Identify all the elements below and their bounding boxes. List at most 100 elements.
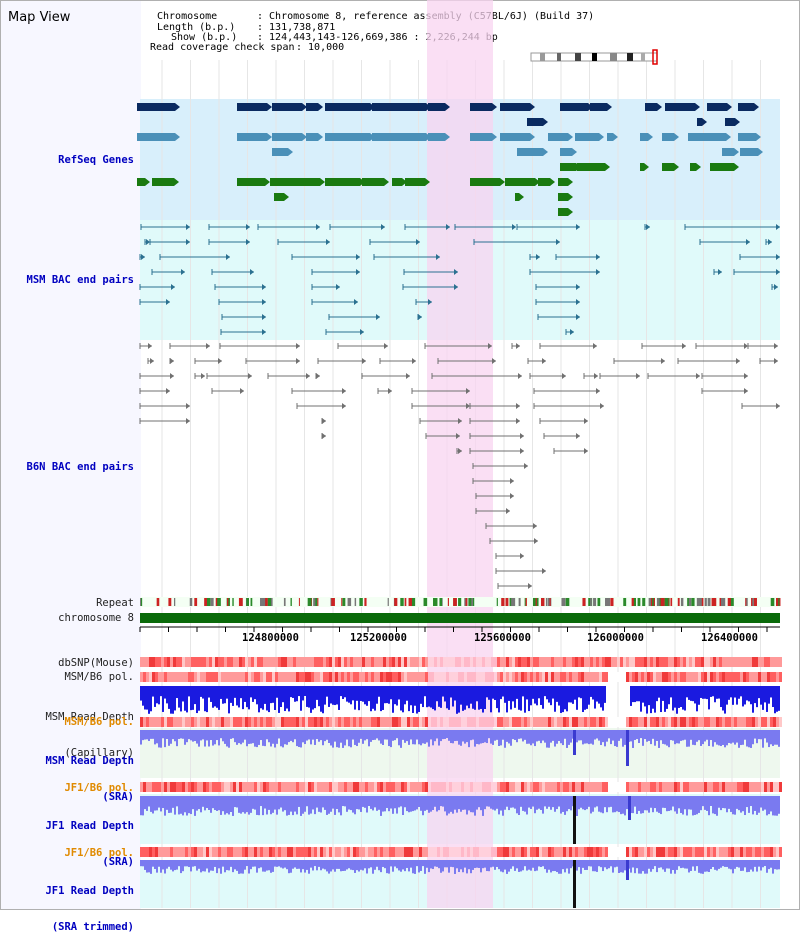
read-depth-bar <box>770 796 772 812</box>
read-depth-bar <box>430 796 432 812</box>
polymorphism-density-cell <box>704 657 707 667</box>
read-depth-bar <box>468 860 470 870</box>
polymorphism-density-cell <box>659 657 662 667</box>
read-depth-bar <box>648 860 650 869</box>
polymorphism-density-cell <box>746 847 749 857</box>
polymorphism-density-cell <box>365 847 368 857</box>
read-depth-bar <box>508 796 510 811</box>
repeat-element <box>653 598 655 606</box>
polymorphism-density-cell <box>566 847 569 857</box>
msm-bac-pair-arrow <box>356 254 360 260</box>
gene-feature <box>362 178 384 186</box>
read-depth-bar <box>510 730 512 746</box>
read-depth-bar <box>314 860 316 867</box>
polymorphism-density-cell <box>209 672 212 682</box>
polymorphism-density-cell <box>221 657 224 667</box>
read-depth-bar <box>610 860 612 867</box>
repeat-element <box>729 598 731 606</box>
polymorphism-density-cell <box>314 847 317 857</box>
read-depth-bar <box>460 730 462 746</box>
read-depth-bar <box>372 796 374 811</box>
polymorphism-density-cell <box>536 657 539 667</box>
read-depth-bar <box>152 860 154 867</box>
polymorphism-density-cell <box>731 657 734 667</box>
polymorphism-density-cell <box>389 657 392 667</box>
polymorphism-density-cell <box>338 672 341 682</box>
read-depth-bar <box>258 796 260 816</box>
polymorphism-density-cell <box>500 672 503 682</box>
gene-arrow <box>302 133 307 141</box>
gene-feature <box>560 163 576 171</box>
read-depth-bar <box>146 686 148 710</box>
polymorphism-density-cell <box>446 672 449 682</box>
read-depth-bar <box>278 796 280 810</box>
read-depth-bar <box>322 730 324 746</box>
read-depth-bar <box>552 796 554 808</box>
read-depth-bar <box>364 730 366 741</box>
repeat-element <box>471 598 474 606</box>
polymorphism-density-cell <box>728 782 731 792</box>
read-depth-bar <box>642 730 644 746</box>
polymorphism-density-cell <box>629 717 632 727</box>
polymorphism-density-cell <box>170 657 173 667</box>
b6n-bac-pair-arrow <box>170 358 174 364</box>
read-depth-bar <box>650 686 652 714</box>
read-depth-bar <box>198 686 200 711</box>
polymorphism-density-cell <box>158 717 161 727</box>
read-depth-bar <box>346 796 348 812</box>
read-depth-bar <box>254 686 256 700</box>
read-depth-bar <box>142 686 144 706</box>
read-depth-bar <box>652 730 654 739</box>
polymorphism-density-cell <box>533 847 536 857</box>
polymorphism-density-cell <box>551 672 554 682</box>
read-depth-bar <box>436 796 438 812</box>
read-depth-bar <box>494 730 496 741</box>
read-depth-bar <box>432 796 434 811</box>
read-depth-bar <box>770 686 772 698</box>
read-depth-bar <box>262 730 264 746</box>
read-depth-bar <box>502 686 504 697</box>
genome-tracks-canvas[interactable] <box>0 0 800 910</box>
polymorphism-density-cell <box>752 847 755 857</box>
polymorphism-density-cell <box>521 782 524 792</box>
read-depth-bar <box>270 686 272 704</box>
read-depth-bar <box>180 730 182 739</box>
read-depth-bar <box>210 730 212 741</box>
read-depth-bar <box>734 686 736 698</box>
b6n-bac-pair-arrow <box>248 373 252 379</box>
read-depth-bar <box>446 860 448 868</box>
read-depth-bar <box>488 860 490 872</box>
read-depth-bar <box>398 860 400 871</box>
polymorphism-density-cell <box>488 847 491 857</box>
polymorphism-density-cell <box>398 782 401 792</box>
b6n-bac-pair-arrow <box>744 343 748 349</box>
msm-bac-pair-arrow <box>454 284 458 290</box>
read-depth-bar <box>738 796 740 811</box>
b6n-bac-pair-arrow <box>542 358 546 364</box>
read-depth-bar <box>528 730 530 744</box>
polymorphism-density-cell <box>779 782 782 792</box>
polymorphism-density-cell <box>476 782 479 792</box>
polymorphism-density-cell <box>548 672 551 682</box>
polymorphism-density-cell <box>683 672 686 682</box>
read-depth-bar <box>768 686 770 704</box>
polymorphism-density-cell <box>512 657 515 667</box>
read-depth-bar <box>546 686 548 700</box>
read-depth-bar <box>510 796 512 808</box>
polymorphism-density-cell <box>149 672 152 682</box>
read-depth-bar <box>744 796 746 816</box>
gene-feature <box>560 103 588 111</box>
read-depth-bar <box>442 730 444 740</box>
read-depth-bar <box>700 796 702 811</box>
read-depth-bar <box>496 730 498 740</box>
read-depth-bar <box>688 796 690 810</box>
repeat-element <box>267 598 272 606</box>
read-depth-bar <box>170 796 172 813</box>
polymorphism-density-cell <box>410 782 413 792</box>
polymorphism-density-cell <box>212 782 215 792</box>
read-depth-bar <box>164 860 166 874</box>
read-depth-bar <box>588 686 590 705</box>
polymorphism-density-cell <box>728 847 731 857</box>
repeat-element <box>687 598 691 606</box>
read-depth-bar <box>414 730 416 745</box>
